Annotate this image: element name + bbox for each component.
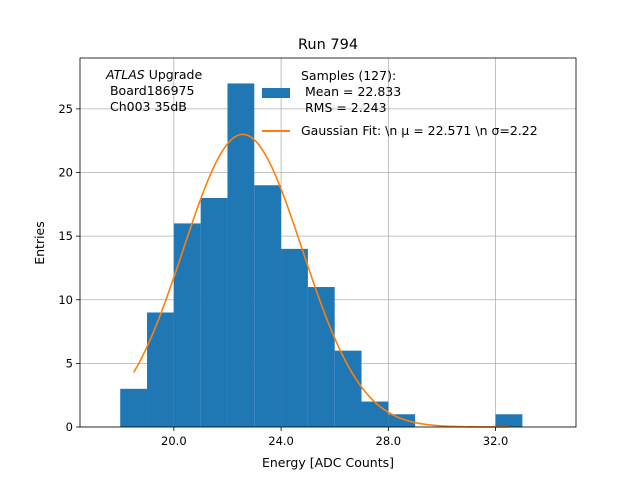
y-tick-label: 20 [58, 166, 73, 180]
y-tick-label: 15 [58, 229, 73, 243]
y-tick-label: 10 [58, 293, 73, 307]
x-axis-label: Energy [ADC Counts] [262, 455, 394, 470]
histogram-bar [334, 350, 362, 427]
histogram-bar [200, 197, 228, 427]
axis-ticks: 20.0 24.0 28.0 32.0 0 5 10 15 20 25 [58, 102, 508, 448]
legend-histogram-line-3: RMS = 2.243 [301, 100, 387, 115]
histogram-bar [388, 414, 416, 427]
legend-histogram-line-2: Mean = 22.833 [301, 84, 401, 99]
legend: Samples (127): Mean = 22.833 RMS = 2.243… [262, 68, 538, 138]
atlas-label: ATLAS [105, 67, 145, 82]
x-tick-label: 32.0 [483, 434, 509, 448]
histogram-bar [281, 248, 308, 427]
legend-histogram-line-1: Samples (127): [301, 68, 396, 83]
histogram-bar [147, 312, 174, 427]
annotation-line-channel: Ch003 35dB [106, 99, 187, 114]
histogram-bars [120, 83, 523, 427]
histogram-bar [120, 388, 148, 427]
histogram-bar [495, 414, 523, 427]
x-tick-label: 24.0 [268, 434, 294, 448]
plot-frame [79, 57, 577, 428]
histogram-bar [361, 401, 389, 427]
histogram-bar [227, 83, 255, 427]
svg-text:ATLAS Upgrade: ATLAS Upgrade [105, 67, 202, 82]
legend-fit-label: Gaussian Fit: \n μ = 22.571 \n σ=2.22 [301, 123, 538, 138]
legend-histogram-swatch [262, 88, 290, 98]
x-tick-label: 28.0 [376, 434, 402, 448]
chart-title: Run 794 [298, 37, 358, 53]
gaussian-fit-line [132, 133, 509, 428]
y-tick-label: 25 [58, 102, 73, 116]
y-axis-label: Entries [32, 221, 47, 265]
atlas-annotation: ATLAS Upgrade Board186975 Ch003 35dB [105, 67, 202, 114]
annotation-line-upgrade: Upgrade [145, 67, 203, 82]
y-tick-label: 5 [66, 356, 73, 370]
x-tick-label: 20.0 [161, 434, 187, 448]
y-tick-label: 0 [66, 420, 73, 434]
gaussian-fit-layer [132, 133, 509, 428]
annotation-line-board: Board186975 [106, 83, 194, 98]
histogram-bar [307, 287, 335, 427]
histogram-bar [254, 185, 282, 427]
histogram-bar [173, 223, 201, 427]
